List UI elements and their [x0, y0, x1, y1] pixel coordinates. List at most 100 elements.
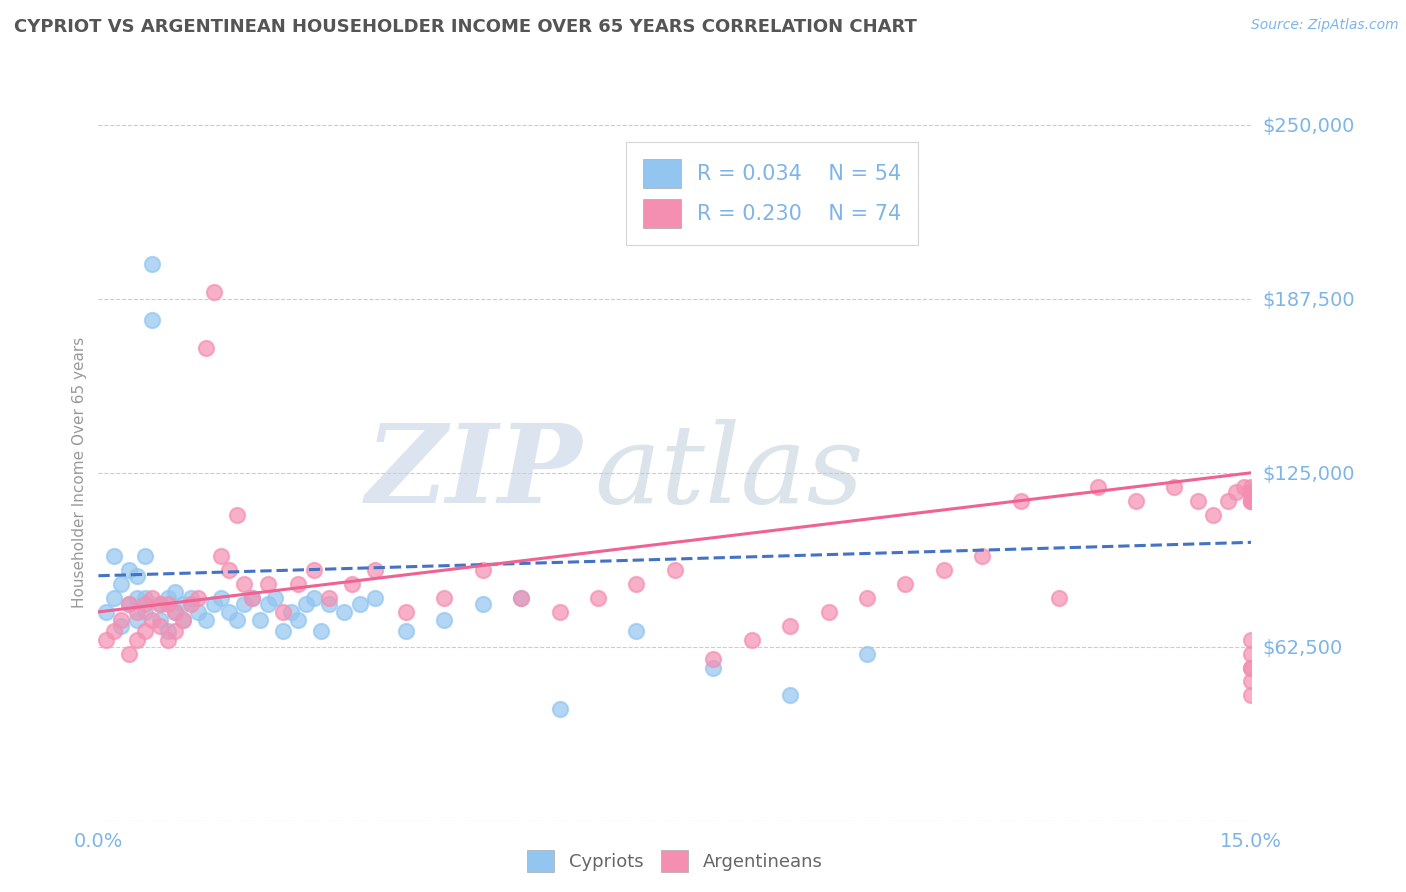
Point — [125, 613, 148, 627]
Point — [1240, 660, 1263, 674]
Point — [932, 563, 955, 577]
Point — [664, 563, 686, 577]
Point — [779, 689, 801, 703]
Point — [1125, 493, 1147, 508]
Point — [202, 597, 225, 611]
Point — [141, 312, 163, 326]
Point — [1240, 493, 1263, 508]
Point — [1163, 480, 1185, 494]
Point — [349, 597, 371, 611]
Point — [233, 597, 256, 611]
Point — [972, 549, 994, 564]
Point — [1202, 508, 1225, 522]
Point — [1240, 480, 1263, 494]
Point — [134, 624, 156, 639]
Point — [141, 613, 163, 627]
Point — [287, 613, 309, 627]
Point — [141, 257, 163, 271]
Text: CYPRIOT VS ARGENTINEAN HOUSEHOLDER INCOME OVER 65 YEARS CORRELATION CHART: CYPRIOT VS ARGENTINEAN HOUSEHOLDER INCOM… — [14, 18, 917, 36]
Point — [225, 613, 247, 627]
Point — [626, 624, 648, 639]
Point — [180, 597, 202, 611]
Point — [1240, 485, 1263, 500]
Point — [433, 613, 456, 627]
Point — [110, 619, 132, 633]
Point — [225, 508, 247, 522]
Point — [209, 549, 232, 564]
Point — [1010, 493, 1032, 508]
Point — [287, 577, 309, 591]
Point — [103, 624, 125, 639]
Point — [156, 632, 179, 647]
Point — [195, 341, 218, 355]
Point — [1240, 689, 1263, 703]
Point — [856, 647, 879, 661]
Point — [249, 613, 271, 627]
Point — [165, 605, 187, 619]
Point — [165, 585, 187, 599]
Point — [165, 605, 187, 619]
Point — [110, 613, 132, 627]
Point — [156, 597, 179, 611]
Point — [364, 563, 387, 577]
Point — [118, 597, 141, 611]
Point — [156, 591, 179, 605]
Point — [256, 597, 278, 611]
Point — [510, 591, 533, 605]
Point — [103, 549, 125, 564]
Point — [218, 605, 240, 619]
Point — [165, 624, 187, 639]
Point — [1240, 493, 1263, 508]
Point — [295, 597, 318, 611]
Point — [103, 591, 125, 605]
Point — [364, 591, 387, 605]
Point — [218, 563, 240, 577]
Point — [180, 591, 202, 605]
Point — [302, 563, 325, 577]
Point — [233, 577, 256, 591]
Point — [125, 568, 148, 582]
Text: Source: ZipAtlas.com: Source: ZipAtlas.com — [1251, 18, 1399, 32]
Point — [271, 624, 294, 639]
Point — [1240, 485, 1263, 500]
Point — [1187, 493, 1209, 508]
Point — [94, 605, 117, 619]
Point — [1240, 488, 1263, 502]
Point — [134, 605, 156, 619]
Point — [1233, 480, 1256, 494]
Point — [702, 660, 724, 674]
Point — [1087, 480, 1109, 494]
Point — [471, 563, 494, 577]
Point — [172, 613, 194, 627]
Legend: R = 0.034    N = 54, R = 0.230    N = 74: R = 0.034 N = 54, R = 0.230 N = 74 — [626, 142, 918, 245]
Point — [187, 605, 209, 619]
Point — [1225, 485, 1247, 500]
Point — [1240, 632, 1263, 647]
Point — [256, 577, 278, 591]
Point — [149, 619, 172, 633]
Point — [894, 577, 917, 591]
Point — [340, 577, 363, 591]
Text: ZIP: ZIP — [366, 419, 582, 526]
Point — [202, 285, 225, 299]
Point — [240, 591, 263, 605]
Point — [471, 597, 494, 611]
Point — [134, 591, 156, 605]
Text: atlas: atlas — [595, 419, 863, 526]
Point — [172, 613, 194, 627]
Point — [1240, 647, 1263, 661]
Point — [311, 624, 333, 639]
Point — [195, 613, 218, 627]
Point — [395, 605, 418, 619]
Point — [548, 702, 571, 716]
Point — [318, 591, 340, 605]
Point — [125, 591, 148, 605]
Point — [125, 605, 148, 619]
Point — [1240, 660, 1263, 674]
Point — [149, 613, 172, 627]
Point — [264, 591, 287, 605]
Point — [209, 591, 232, 605]
Point — [817, 605, 839, 619]
Point — [149, 597, 172, 611]
Point — [1218, 493, 1240, 508]
